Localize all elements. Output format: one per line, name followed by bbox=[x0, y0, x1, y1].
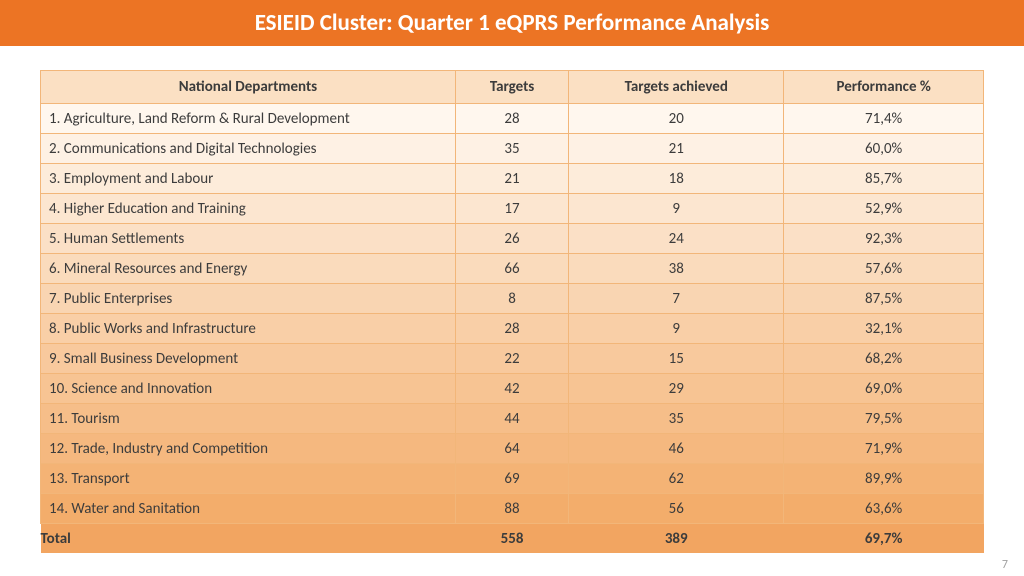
cell-value: 15 bbox=[569, 344, 784, 374]
cell-value: 69 bbox=[455, 464, 568, 494]
cell-department: 11. Tourism bbox=[41, 404, 456, 434]
table-row: 3. Employment and Labour211885,7% bbox=[41, 164, 984, 194]
slide-title: ESIEID Cluster: Quarter 1 eQPRS Performa… bbox=[255, 9, 770, 37]
cell-value: 9 bbox=[569, 194, 784, 224]
cell-department: 13. Transport bbox=[41, 464, 456, 494]
cell-value: 21 bbox=[569, 134, 784, 164]
cell-value: 46 bbox=[569, 434, 784, 464]
cell-value: 87,5% bbox=[784, 284, 984, 314]
cell-value: 17 bbox=[455, 194, 568, 224]
cell-value: 28 bbox=[455, 104, 568, 134]
total-value: 558 bbox=[455, 524, 568, 554]
cell-department: 10. Science and Innovation bbox=[41, 374, 456, 404]
cell-department: 2. Communications and Digital Technologi… bbox=[41, 134, 456, 164]
performance-table: National Departments Targets Targets ach… bbox=[40, 70, 984, 553]
title-bar: ESIEID Cluster: Quarter 1 eQPRS Performa… bbox=[0, 0, 1024, 46]
cell-value: 79,5% bbox=[784, 404, 984, 434]
table-row: 8. Public Works and Infrastructure28932,… bbox=[41, 314, 984, 344]
cell-value: 85,7% bbox=[784, 164, 984, 194]
cell-value: 63,6% bbox=[784, 494, 984, 524]
cell-value: 26 bbox=[455, 224, 568, 254]
cell-department: 8. Public Works and Infrastructure bbox=[41, 314, 456, 344]
col-targets-achieved: Targets achieved bbox=[569, 71, 784, 104]
cell-value: 29 bbox=[569, 374, 784, 404]
cell-department: 12. Trade, Industry and Competition bbox=[41, 434, 456, 464]
cell-value: 35 bbox=[569, 404, 784, 434]
cell-department: 7. Public Enterprises bbox=[41, 284, 456, 314]
cell-value: 24 bbox=[569, 224, 784, 254]
cell-value: 21 bbox=[455, 164, 568, 194]
cell-value: 18 bbox=[569, 164, 784, 194]
table-row: 6. Mineral Resources and Energy663857,6% bbox=[41, 254, 984, 284]
cell-value: 20 bbox=[569, 104, 784, 134]
cell-value: 35 bbox=[455, 134, 568, 164]
cell-value: 64 bbox=[455, 434, 568, 464]
col-departments: National Departments bbox=[41, 71, 456, 104]
table-row: 4. Higher Education and Training17952,9% bbox=[41, 194, 984, 224]
cell-value: 32,1% bbox=[784, 314, 984, 344]
table-container: National Departments Targets Targets ach… bbox=[0, 46, 1024, 553]
table-row: 14. Water and Sanitation885663,6% bbox=[41, 494, 984, 524]
cell-department: 14. Water and Sanitation bbox=[41, 494, 456, 524]
table-row: 9. Small Business Development221568,2% bbox=[41, 344, 984, 374]
cell-value: 71,9% bbox=[784, 434, 984, 464]
cell-value: 62 bbox=[569, 464, 784, 494]
cell-value: 38 bbox=[569, 254, 784, 284]
cell-value: 92,3% bbox=[784, 224, 984, 254]
cell-value: 7 bbox=[569, 284, 784, 314]
cell-department: 9. Small Business Development bbox=[41, 344, 456, 374]
cell-value: 71,4% bbox=[784, 104, 984, 134]
total-value: 69,7% bbox=[784, 524, 984, 554]
table-header-row: National Departments Targets Targets ach… bbox=[41, 71, 984, 104]
table-total-row: Total55838969,7% bbox=[41, 524, 984, 554]
page-number: 7 bbox=[1002, 558, 1008, 572]
table-row: 10. Science and Innovation422969,0% bbox=[41, 374, 984, 404]
cell-value: 44 bbox=[455, 404, 568, 434]
cell-value: 88 bbox=[455, 494, 568, 524]
cell-value: 57,6% bbox=[784, 254, 984, 284]
cell-value: 89,9% bbox=[784, 464, 984, 494]
col-performance: Performance % bbox=[784, 71, 984, 104]
table-row: 5. Human Settlements262492,3% bbox=[41, 224, 984, 254]
table-row: 1. Agriculture, Land Reform & Rural Deve… bbox=[41, 104, 984, 134]
cell-value: 9 bbox=[569, 314, 784, 344]
cell-department: 3. Employment and Labour bbox=[41, 164, 456, 194]
cell-value: 52,9% bbox=[784, 194, 984, 224]
col-targets: Targets bbox=[455, 71, 568, 104]
cell-department: 4. Higher Education and Training bbox=[41, 194, 456, 224]
table-row: 13. Transport696289,9% bbox=[41, 464, 984, 494]
total-value: 389 bbox=[569, 524, 784, 554]
total-label: Total bbox=[41, 524, 456, 554]
cell-value: 60,0% bbox=[784, 134, 984, 164]
cell-value: 56 bbox=[569, 494, 784, 524]
cell-value: 28 bbox=[455, 314, 568, 344]
table-row: 12. Trade, Industry and Competition64467… bbox=[41, 434, 984, 464]
table-row: 7. Public Enterprises8787,5% bbox=[41, 284, 984, 314]
cell-value: 68,2% bbox=[784, 344, 984, 374]
cell-value: 42 bbox=[455, 374, 568, 404]
table-row: 2. Communications and Digital Technologi… bbox=[41, 134, 984, 164]
cell-value: 8 bbox=[455, 284, 568, 314]
cell-department: 1. Agriculture, Land Reform & Rural Deve… bbox=[41, 104, 456, 134]
table-row: 11. Tourism443579,5% bbox=[41, 404, 984, 434]
cell-value: 66 bbox=[455, 254, 568, 284]
cell-value: 69,0% bbox=[784, 374, 984, 404]
cell-value: 22 bbox=[455, 344, 568, 374]
cell-department: 6. Mineral Resources and Energy bbox=[41, 254, 456, 284]
cell-department: 5. Human Settlements bbox=[41, 224, 456, 254]
